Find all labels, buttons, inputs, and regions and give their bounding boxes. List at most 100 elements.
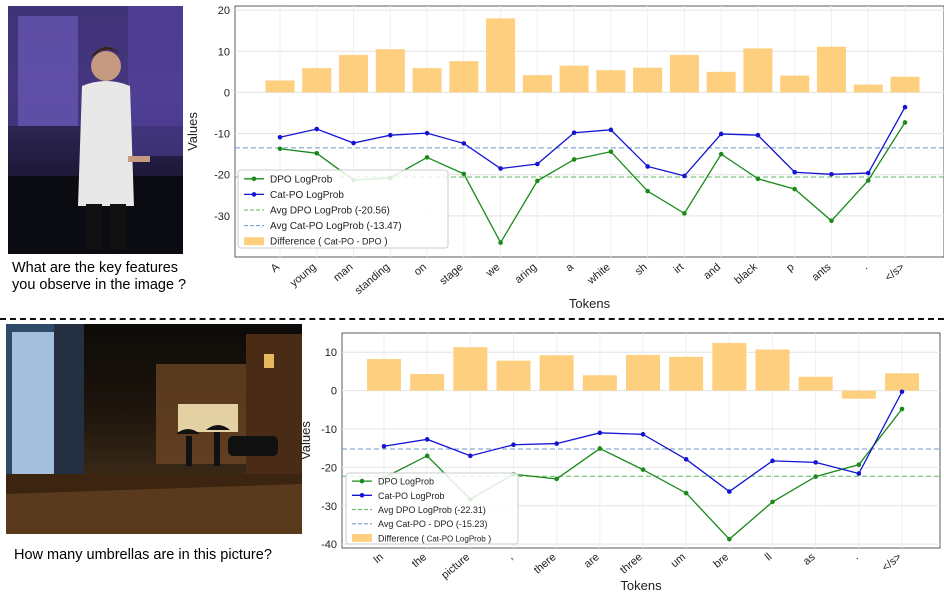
x-tick-label: there: [532, 551, 559, 576]
legend-box: [237, 169, 449, 249]
x-tick-label: and: [701, 261, 723, 282]
difference-bar: [539, 355, 574, 391]
x-tick-label: aring: [513, 261, 539, 286]
difference-bar: [375, 49, 405, 93]
x-tick-label: are: [582, 551, 602, 570]
dpo-point: [770, 499, 775, 505]
y-tick-label: 20: [218, 5, 230, 17]
catpo-line: [279, 106, 906, 177]
catpo-point: [424, 130, 430, 136]
catpo-point: [554, 441, 559, 446]
legend-dpo-label: DPO LogProb: [270, 174, 333, 185]
street-photo-art: [6, 324, 302, 534]
catpo-point: [755, 132, 761, 138]
x-tick-label: the: [410, 551, 429, 570]
x-tick-label: black: [732, 261, 760, 287]
dpo-point: [608, 149, 614, 154]
question-caption-2: How many umbrellas are in this picture?: [14, 547, 272, 563]
legend-avg-dpo-label: Avg DPO LogProb (-22.31): [378, 505, 486, 515]
dpo-point: [498, 240, 503, 245]
legend-difference-swatch: [352, 533, 372, 542]
legend-catpo-label: Cat-PO LogProb: [270, 190, 344, 201]
difference-bar: [626, 354, 660, 391]
legend-avg-catpo-label: Avg Cat-PO - DPO (-15.23): [378, 519, 487, 529]
x-tick-label: as: [801, 551, 818, 568]
dpo-point: [865, 178, 871, 183]
legend-difference-swatch: [244, 237, 264, 246]
catpo-point: [351, 140, 356, 146]
difference-bar: [755, 349, 790, 391]
y-tick-label: 10: [325, 347, 337, 359]
legend-avg-catpo-label-part: (-13.47): [364, 221, 402, 232]
difference-bar: [780, 75, 810, 93]
legend-difference-label-part: ): [486, 533, 492, 543]
x-tick-label: sh: [633, 261, 650, 278]
legend-catpo-label: Cat-PO LogProb: [378, 491, 445, 501]
dpo-point: [683, 490, 689, 496]
legend: DPO LogProb Cat-PO LogProb Avg DPO LogProb…: [345, 472, 519, 545]
legend-difference-label: Difference ( Cat-PO LogProb ): [378, 533, 491, 543]
difference-bar: [559, 65, 589, 93]
legend-box: [345, 472, 519, 545]
catpo-point: [511, 442, 516, 448]
dpo-point: [856, 462, 862, 467]
dpo-point: [829, 218, 834, 224]
x-tick-label: standing: [353, 261, 393, 297]
legend-avg-catpo-label: Avg Cat-PO LogProb (-13.47): [270, 221, 402, 232]
legend-avg-dpo-label-part: Avg DPO LogProb (-22.31): [378, 505, 486, 515]
catpo-point: [770, 458, 775, 464]
catpo-point: [381, 443, 387, 449]
x-axis-label: Tokens: [569, 296, 611, 311]
x-tick-label: white: [585, 261, 613, 287]
x-tick-label: we: [483, 261, 502, 280]
difference-bar: [743, 48, 773, 93]
difference-bar: [496, 360, 531, 391]
plot-frame: [234, 5, 944, 258]
dpo-point: [899, 406, 905, 412]
legend-avg-catpo-label-part: Avg: [378, 519, 393, 529]
catpo-point: [461, 141, 467, 146]
difference-bar: [453, 347, 488, 391]
x-axis-label: Tokens: [620, 578, 662, 593]
catpo-point: [535, 161, 540, 167]
x-tick-label: bre: [711, 551, 731, 570]
difference-bar: [798, 376, 833, 391]
catpo-point: [640, 432, 646, 437]
catpo-point: [865, 170, 871, 176]
difference-bar: [449, 61, 479, 93]
difference-bar: [669, 54, 699, 93]
catpo-point: [498, 166, 503, 171]
x-tick-label: um: [669, 551, 688, 570]
dpo-point: [424, 155, 430, 160]
catpo-point: [899, 389, 905, 395]
difference-bar: [412, 68, 442, 93]
y-tick-label: 10: [218, 46, 230, 58]
legend-dpo-swatch-marker: [251, 176, 257, 182]
y-axis-label: Values: [185, 112, 200, 151]
catpo-point: [645, 164, 650, 169]
dpo-point: [682, 211, 687, 216]
dpo-point: [640, 467, 646, 472]
difference-bar: [885, 373, 919, 391]
singer-photo: [8, 6, 183, 254]
x-tick-label: irt: [672, 261, 687, 276]
catpo-point: [424, 437, 430, 442]
x-tick-label: </s>: [880, 551, 904, 574]
x-tick-label: man: [331, 261, 355, 284]
x-tick-label: young: [288, 261, 319, 289]
legend-catpo-label-part: Cat-PO LogProb: [270, 190, 344, 201]
chart-2: -40 -30 -20 -10 0 10 In the picture, there are thre…: [298, 332, 941, 593]
legend: DPO LogProb Cat-PO LogProb Avg DPO LogProb…: [237, 169, 449, 249]
legend-difference-label-part: Difference (: [270, 237, 322, 248]
y-tick-label: 0: [224, 87, 230, 99]
catpo-point: [792, 169, 798, 175]
dpo-point: [792, 186, 798, 192]
dpo-point: [314, 151, 320, 156]
y-tick-label: 0: [331, 386, 337, 398]
dpo-point: [571, 157, 577, 162]
y-tick-label: -30: [321, 501, 337, 513]
dpo-point: [902, 120, 908, 125]
x-tick-label: .: [860, 261, 870, 272]
street-photo: [6, 324, 302, 534]
